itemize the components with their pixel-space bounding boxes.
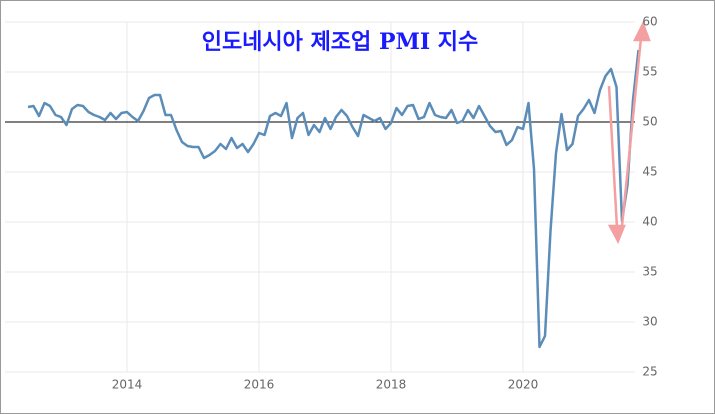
x-tick-label: 2020: [508, 378, 539, 392]
down-arrow: [607, 85, 619, 229]
y-tick-label: 45: [642, 165, 657, 179]
annotation-arrows: [607, 20, 651, 244]
y-tick-label: 35: [642, 265, 657, 279]
y-tick-label: 25: [642, 365, 657, 379]
up-arrow: [620, 37, 643, 227]
y-tick-label: 55: [642, 65, 657, 79]
x-tick-label: 2018: [376, 378, 407, 392]
down-arrowhead: [607, 224, 626, 244]
series-line: [27, 49, 640, 349]
y-tick-label: 30: [642, 315, 657, 329]
y-tick-label: 50: [642, 115, 657, 129]
x-tick-label: 2014: [112, 378, 143, 392]
plot: [5, 49, 640, 349]
chart-title: 인도네시아 제조업 PMI 지수: [202, 29, 479, 55]
up-arrowhead: [632, 20, 651, 42]
x-tick-label: 2016: [244, 378, 275, 392]
y-tick-label: 60: [642, 15, 657, 29]
y-tick-label: 40: [642, 215, 657, 229]
